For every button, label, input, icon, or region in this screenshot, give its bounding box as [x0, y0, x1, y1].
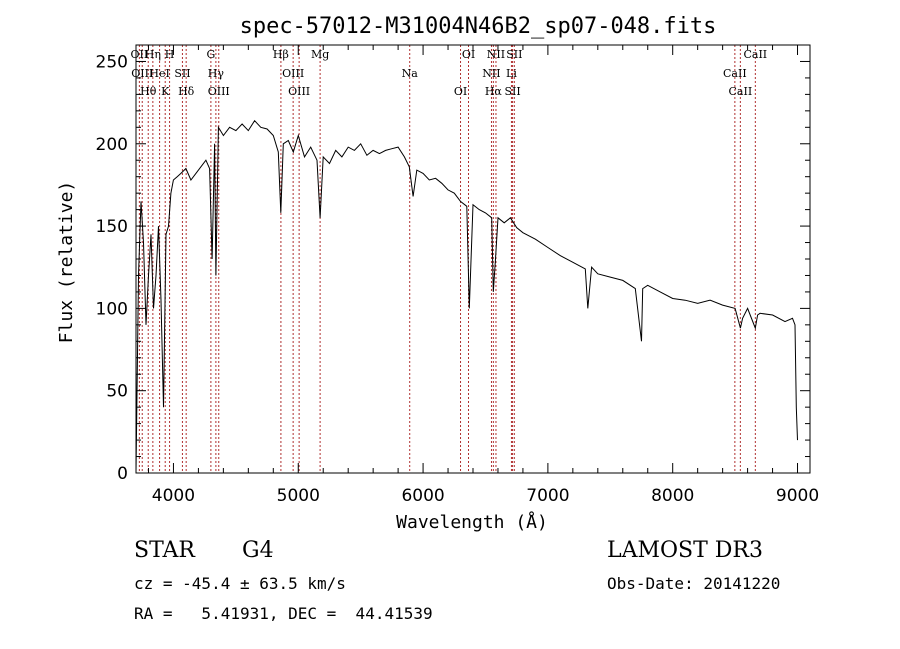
line-marker-label: Mg — [311, 48, 329, 61]
chart-title: spec-57012-M31004N46B2_sp07-048.fits — [240, 14, 717, 39]
line-marker-label: OII — [131, 48, 149, 61]
line-marker-label: HeI — [149, 67, 169, 80]
redshift-velocity: cz = -45.4 ± 63.5 km/s — [134, 574, 346, 593]
line-marker-label: H — [165, 48, 175, 61]
line-marker-label: OI — [462, 48, 475, 61]
line-marker-label: NII — [487, 48, 505, 61]
y-tick-label: 50 — [106, 382, 128, 402]
x-tick-label: 8000 — [651, 486, 694, 506]
line-marker-label: NII — [482, 67, 500, 80]
sky-coordinates: RA = 5.41931, DEC = 44.41539 — [134, 604, 433, 623]
survey-name: LAMOST DR3 — [607, 538, 763, 563]
line-marker-label: K — [161, 85, 170, 98]
x-tick-label: 9000 — [776, 486, 819, 506]
line-marker-label: Hβ — [273, 48, 289, 61]
line-marker-label: CaII — [743, 48, 767, 61]
line-marker-label: Hγ — [208, 67, 225, 80]
line-marker-labels: OII OIII Hθ Hη HeI K H SII Hδ G Hγ OIII Hβ OIII OIII Mg… — [131, 48, 768, 98]
observation-date: Obs-Date: 20141220 — [607, 574, 781, 593]
object-subclass: G4 — [242, 538, 274, 563]
line-marker-label: CaII — [723, 67, 747, 80]
line-marker-label: OIII — [208, 85, 230, 98]
x-axis-ticks: 4000 5000 6000 7000 8000 9000 — [147, 45, 819, 506]
line-marker-label: SII — [174, 67, 190, 80]
y-tick-label: 250 — [96, 52, 128, 72]
line-markers — [138, 45, 756, 473]
x-tick-label: 7000 — [526, 486, 569, 506]
y-tick-label: 200 — [96, 135, 128, 155]
x-axis-label: Wavelength (Å) — [396, 511, 548, 533]
line-marker-label: Na — [402, 67, 419, 80]
y-tick-label: 100 — [96, 299, 128, 319]
line-marker-label: Hδ — [178, 85, 195, 98]
line-marker-label: SII — [504, 85, 520, 98]
line-marker-label: Hη — [145, 48, 161, 61]
line-marker-label: Li — [506, 67, 517, 80]
line-marker-label: OIII — [131, 67, 153, 80]
x-tick-label: 5000 — [277, 486, 320, 506]
line-marker-label: CaII — [729, 85, 753, 98]
x-tick-label: 6000 — [401, 486, 444, 506]
object-class: STAR — [134, 538, 195, 563]
y-tick-label: 0 — [117, 464, 128, 484]
line-marker-label: OI — [454, 85, 467, 98]
line-marker-label: Hθ — [140, 85, 157, 98]
line-marker-label: G — [206, 48, 215, 61]
line-marker-label: SII — [506, 48, 522, 61]
y-tick-label: 150 — [96, 217, 128, 237]
flux-series-line — [135, 119, 798, 474]
line-marker-label: OIII — [288, 85, 310, 98]
plot-frame — [135, 44, 811, 474]
y-axis-ticks: 0 50 100 150 200 250 — [96, 52, 810, 484]
y-axis-label: Flux (relative) — [56, 181, 77, 344]
x-tick-label: 4000 — [152, 486, 195, 506]
line-marker-label: Hα — [485, 85, 503, 98]
line-marker-label: OIII — [282, 67, 304, 80]
